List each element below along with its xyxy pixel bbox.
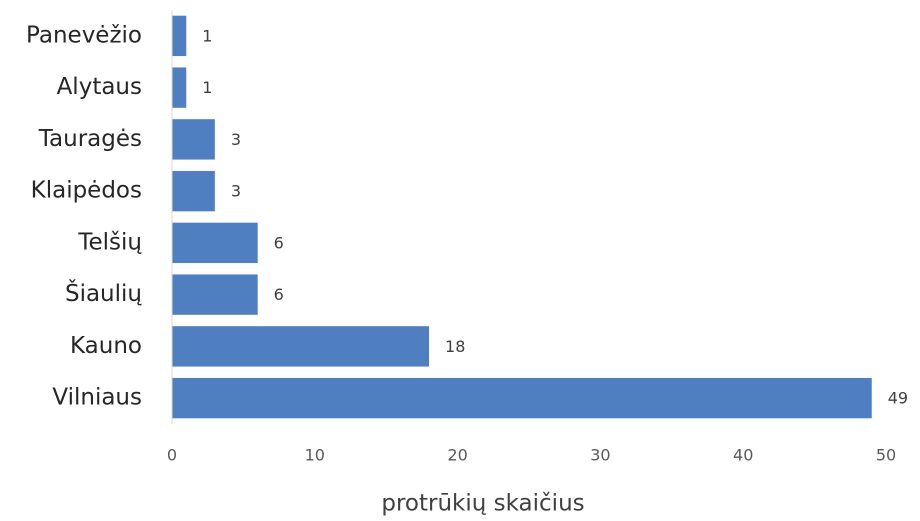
x-tick-label: 10 — [305, 446, 325, 465]
data-label: 18 — [445, 337, 465, 356]
data-label: 6 — [274, 285, 284, 304]
y-tick-label: Alytaus — [57, 74, 142, 100]
x-tick-label: 20 — [447, 446, 467, 465]
bar — [172, 170, 215, 212]
data-label: 1 — [202, 78, 212, 97]
data-label: 3 — [231, 182, 241, 201]
y-tick-label: Šiaulių — [65, 279, 142, 307]
bar — [172, 67, 187, 108]
bar — [172, 274, 258, 315]
data-label: 49 — [888, 389, 908, 408]
data-label: 3 — [231, 130, 241, 149]
x-tick-label: 0 — [167, 446, 177, 465]
y-tick-label: Telšių — [77, 229, 142, 255]
y-tick-label: Panevėžio — [26, 22, 142, 48]
bar — [172, 119, 215, 160]
y-tick-label: Klaipėdos — [31, 178, 142, 204]
bar — [172, 222, 258, 264]
x-tick-label: 40 — [733, 446, 753, 465]
data-label: 6 — [274, 233, 284, 252]
y-tick-label: Vilniaus — [52, 385, 142, 411]
x-axis-title: protrūkių skaičius — [381, 491, 584, 517]
bar — [172, 377, 872, 419]
bar — [172, 326, 430, 367]
bar — [172, 15, 187, 57]
data-label: 1 — [202, 26, 212, 45]
x-tick-label: 30 — [590, 446, 610, 465]
x-tick-label: 50 — [876, 446, 896, 465]
y-tick-label: Tauragės — [38, 126, 142, 152]
y-tick-label: Kauno — [70, 333, 142, 359]
